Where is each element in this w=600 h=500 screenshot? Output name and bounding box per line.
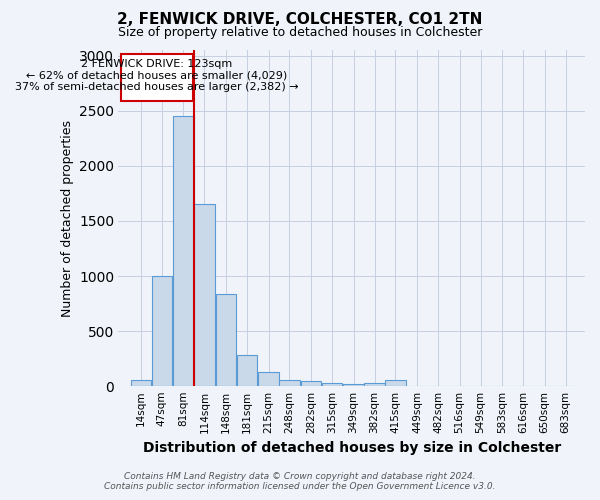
X-axis label: Distribution of detached houses by size in Colchester: Distribution of detached houses by size … bbox=[143, 441, 561, 455]
Text: Size of property relative to detached houses in Colchester: Size of property relative to detached ho… bbox=[118, 26, 482, 39]
Bar bbox=[385, 380, 406, 386]
Bar bbox=[301, 381, 322, 386]
Text: 37% of semi-detached houses are larger (2,382) →: 37% of semi-detached houses are larger (… bbox=[15, 82, 299, 92]
Bar bbox=[215, 294, 236, 386]
Bar bbox=[279, 380, 300, 386]
Text: Contains HM Land Registry data © Crown copyright and database right 2024.
Contai: Contains HM Land Registry data © Crown c… bbox=[104, 472, 496, 491]
Bar bbox=[236, 356, 257, 386]
Bar bbox=[364, 383, 385, 386]
Y-axis label: Number of detached properties: Number of detached properties bbox=[61, 120, 74, 316]
Text: 2 FENWICK DRIVE: 123sqm: 2 FENWICK DRIVE: 123sqm bbox=[82, 59, 233, 69]
Bar bbox=[131, 380, 151, 386]
Bar bbox=[173, 116, 194, 386]
Bar bbox=[152, 276, 172, 386]
Text: 2, FENWICK DRIVE, COLCHESTER, CO1 2TN: 2, FENWICK DRIVE, COLCHESTER, CO1 2TN bbox=[118, 12, 482, 28]
Bar bbox=[322, 382, 343, 386]
Bar bbox=[343, 384, 364, 386]
Bar bbox=[121, 54, 193, 100]
Text: ← 62% of detached houses are smaller (4,029): ← 62% of detached houses are smaller (4,… bbox=[26, 70, 287, 81]
Bar bbox=[194, 204, 215, 386]
Bar bbox=[258, 372, 279, 386]
